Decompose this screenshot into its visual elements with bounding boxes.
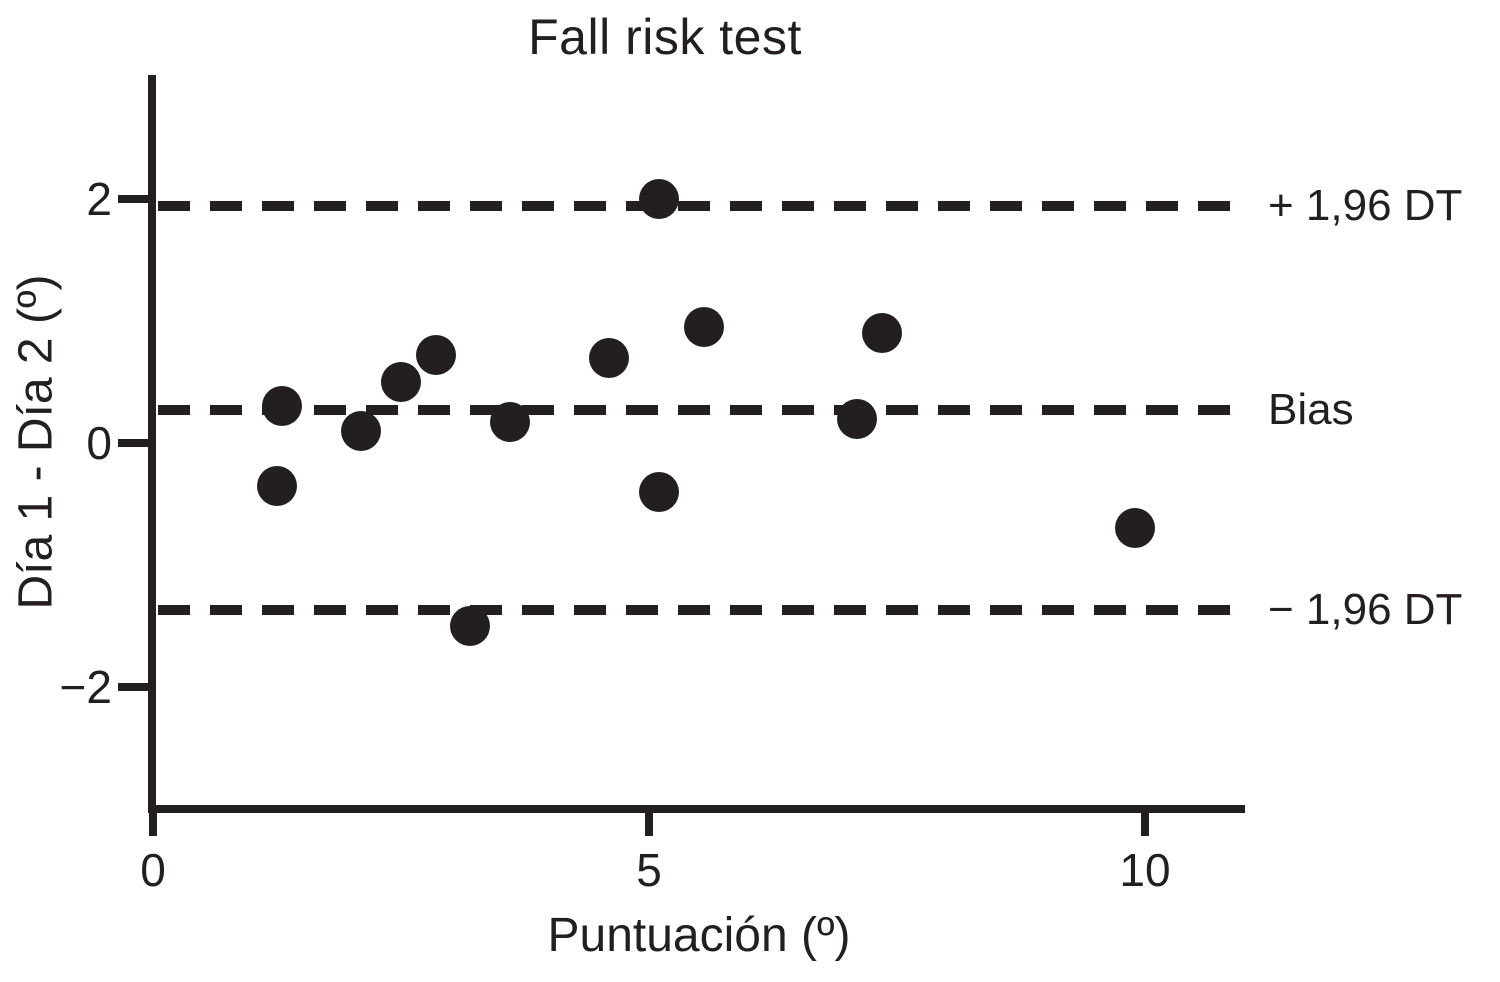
upper-limit-of-agreement-line (158, 201, 1250, 212)
x-tick-label: 10 (1119, 844, 1171, 896)
y-axis-tick (118, 683, 148, 691)
data-point (638, 179, 679, 219)
upper-loa-label: + 1,96 DT (1268, 181, 1463, 231)
data-point (261, 386, 302, 427)
data-point (638, 471, 679, 512)
data-point (837, 398, 878, 439)
data-point (862, 313, 903, 354)
data-point (450, 606, 491, 646)
x-tick-label: 5 (636, 844, 662, 896)
y-axis-tick (118, 195, 148, 203)
data-point (381, 362, 421, 402)
bias-label: Bias (1268, 385, 1354, 435)
y-tick-label: 0 (86, 417, 112, 469)
chart-title: Fall risk test (528, 9, 802, 65)
data-point (257, 465, 297, 506)
data-point (1115, 508, 1156, 549)
x-axis-label: Puntuación (º) (547, 909, 851, 962)
x-tick-label: 0 (140, 844, 166, 896)
data-point (341, 410, 382, 451)
y-axis-line (148, 75, 156, 813)
x-axis-tick (645, 806, 653, 836)
x-axis-tick (1141, 806, 1149, 836)
x-axis-tick (149, 806, 157, 836)
y-axis-tick (118, 439, 148, 447)
data-point (490, 402, 531, 443)
data-point (415, 335, 456, 376)
data-point (683, 307, 724, 348)
bias-line (158, 405, 1250, 416)
lower-loa-label: − 1,96 DT (1268, 585, 1463, 635)
y-tick-label: 2 (86, 173, 112, 225)
data-point (589, 337, 630, 378)
x-axis-line (148, 805, 1245, 813)
y-tick-label: −2 (59, 661, 112, 713)
lower-limit-of-agreement-line (158, 605, 1250, 616)
